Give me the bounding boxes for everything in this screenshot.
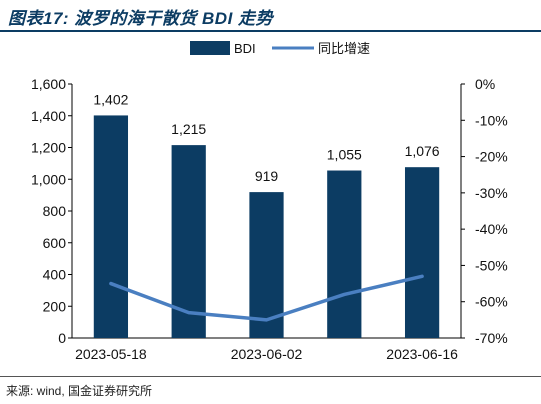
bar-2023-05-18	[93, 115, 129, 339]
left-tick-label: 1,600	[31, 76, 66, 92]
right-tick-label: -70%	[475, 330, 508, 346]
right-tick-label: -10%	[475, 112, 508, 128]
bar-series: 1,402 1,215 919 1,055 1,076	[93, 91, 440, 339]
footer-divider	[0, 376, 541, 377]
left-tick-label: 400	[43, 267, 67, 283]
right-tick-label: -60%	[475, 294, 508, 310]
line-series	[109, 274, 424, 322]
chart-title: 图表17: 波罗的海干散货 BDI 走势	[8, 9, 274, 28]
bar-value-label: 1,215	[171, 121, 206, 137]
legend-yoy-label: 同比增速	[318, 41, 370, 56]
left-tick-label: 800	[43, 203, 67, 219]
bar-2023-06-02	[249, 192, 284, 338]
legend: BDI 同比增速	[190, 41, 370, 56]
bar-value-label: 1,076	[405, 143, 440, 159]
left-tick-label: 1,000	[31, 171, 66, 187]
left-tick-label: 0	[58, 330, 66, 346]
left-tick-label: 600	[43, 235, 67, 251]
left-tick-label: 1,400	[31, 108, 66, 124]
bar-value-label: 1,402	[93, 91, 128, 107]
right-tick-label: -50%	[475, 257, 508, 273]
right-tick-label: -30%	[475, 185, 508, 201]
bar-2023-06-09	[327, 170, 362, 338]
title-divider	[0, 30, 541, 32]
right-tick-label: -40%	[475, 221, 508, 237]
bar-2023-06-16	[404, 167, 440, 338]
right-tick-label: 0%	[475, 76, 495, 92]
bar-2023-05-25	[171, 145, 206, 338]
bar-value-label: 919	[255, 168, 279, 184]
right-tick-label: -20%	[475, 149, 508, 165]
legend-bdi-swatch	[190, 41, 230, 55]
x-tick-label: 2023-05-18	[75, 346, 147, 362]
bar-value-label: 1,055	[327, 147, 362, 163]
axes: 0 200 400 600 800 1,000 1,200 1,400 1,600 0% -10% -…	[31, 76, 508, 362]
left-tick-label: 1,200	[31, 140, 66, 156]
source-note: 来源: wind, 国金证券研究所	[6, 384, 153, 398]
x-tick-label: 2023-06-16	[386, 346, 458, 362]
x-tick-label: 2023-06-02	[231, 346, 303, 362]
left-tick-label: 200	[43, 298, 67, 314]
legend-bdi-label: BDI	[234, 41, 256, 56]
